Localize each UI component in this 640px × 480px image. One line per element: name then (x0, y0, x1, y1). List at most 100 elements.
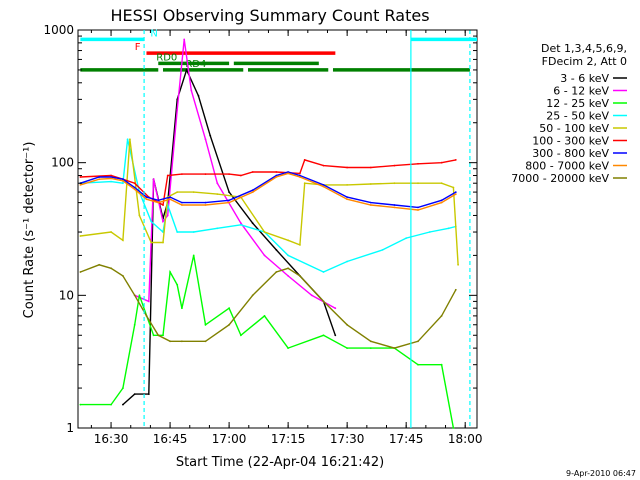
data-point-s3 (110, 180, 112, 183)
flag-label-f: F (135, 42, 141, 53)
legend-entry-label: 12 - 25 keV (546, 97, 609, 110)
data-point-s6 (204, 201, 207, 204)
data-point-s3 (126, 138, 129, 141)
data-point-s8 (169, 340, 172, 343)
data-point-s1 (216, 182, 219, 185)
series-line-8 (80, 264, 457, 349)
legend-entry-label: 25 - 50 keV (546, 110, 609, 123)
data-point-s5 (369, 166, 372, 169)
data-point-s6 (169, 196, 172, 199)
data-point-s7 (122, 179, 124, 182)
data-point-s1 (287, 275, 289, 277)
data-point-s2 (169, 271, 172, 273)
data-point-s1 (152, 178, 155, 181)
data-point-s5 (275, 171, 278, 173)
data-point-s7 (275, 176, 278, 178)
data-point-s8 (251, 294, 254, 297)
data-point-s4 (417, 182, 419, 185)
data-point-s0 (147, 393, 150, 395)
data-point-s2 (263, 315, 266, 317)
legend-entry-label: 50 - 100 keV (539, 122, 609, 135)
data-point-s6 (275, 174, 278, 177)
flag-label-rd0: RD0 (156, 52, 177, 63)
data-point-s3 (176, 231, 179, 233)
data-point-s4 (138, 214, 141, 217)
data-point-s1 (263, 254, 266, 257)
data-point-s2 (287, 347, 289, 349)
data-point-s1 (183, 38, 186, 41)
x-axis-label: Start Time (22-Apr-04 16:21:42) (176, 455, 384, 470)
data-point-s7 (228, 201, 231, 204)
data-point-s6 (110, 176, 112, 178)
data-point-s5 (417, 162, 419, 165)
x-tick-label: 16:30 (94, 432, 129, 446)
data-point-s4 (287, 239, 289, 242)
data-point-s3 (216, 227, 219, 230)
data-point-s2 (346, 347, 348, 349)
data-point-s8 (98, 263, 101, 266)
data-point-s6 (133, 186, 136, 189)
data-point-s8 (228, 323, 231, 326)
data-point-s0 (228, 191, 231, 194)
plot-area (77, 29, 478, 429)
data-point-s4 (122, 239, 124, 242)
data-point-s4 (393, 182, 396, 185)
data-point-s8 (454, 288, 457, 291)
data-point-s8 (299, 275, 301, 277)
data-point-s7 (133, 188, 136, 191)
data-point-s7 (145, 198, 148, 201)
data-point-s5 (346, 166, 348, 169)
data-point-s4 (216, 193, 219, 196)
data-point-s4 (452, 186, 455, 189)
data-point-s4 (346, 184, 348, 186)
data-point-s8 (133, 294, 136, 297)
data-point-s6 (417, 206, 419, 209)
data-point-s6 (393, 204, 396, 206)
data-point-s5 (240, 174, 242, 177)
data-point-s1 (176, 109, 179, 111)
data-point-s5 (322, 164, 325, 167)
data-point-s3 (240, 223, 242, 226)
data-point-s6 (346, 196, 348, 199)
flag-label-n: N (150, 28, 157, 39)
data-point-s1 (166, 214, 169, 217)
data-point-s6 (122, 178, 124, 181)
data-point-s7 (454, 193, 457, 196)
data-point-s5 (181, 173, 183, 176)
data-point-s0 (334, 334, 337, 337)
data-point-s1 (334, 307, 337, 310)
data-point-s3 (447, 227, 450, 230)
data-point-s6 (299, 174, 301, 177)
data-point-s7 (204, 204, 207, 206)
data-point-s8 (110, 267, 112, 270)
data-point-s2 (452, 427, 455, 429)
data-point-s8 (322, 300, 325, 303)
data-point-s4 (299, 244, 301, 246)
legend-header-line: FDecim 2, Att 0 (542, 55, 627, 68)
data-point-s6 (454, 191, 457, 194)
data-point-s3 (381, 249, 384, 251)
data-point-s7 (287, 172, 289, 175)
data-point-s8 (440, 315, 443, 317)
data-point-s5 (454, 159, 457, 161)
data-point-s2 (162, 334, 164, 337)
data-point-s7 (322, 185, 325, 188)
data-point-s8 (181, 340, 183, 343)
data-point-s3 (122, 182, 124, 185)
data-point-s7 (157, 201, 160, 204)
data-point-s6 (181, 201, 183, 204)
data-point-s1 (190, 89, 193, 92)
data-point-s6 (322, 184, 325, 186)
data-point-s0 (122, 403, 124, 406)
data-point-s8 (417, 340, 419, 343)
data-point-s5 (251, 171, 254, 173)
data-point-s3 (287, 254, 289, 257)
data-point-s4 (162, 241, 164, 244)
data-point-s6 (287, 171, 289, 173)
data-point-s4 (457, 263, 459, 266)
data-point-s6 (251, 189, 254, 192)
data-point-s8 (393, 347, 396, 349)
data-point-s0 (209, 134, 212, 137)
data-point-s1 (240, 222, 242, 225)
